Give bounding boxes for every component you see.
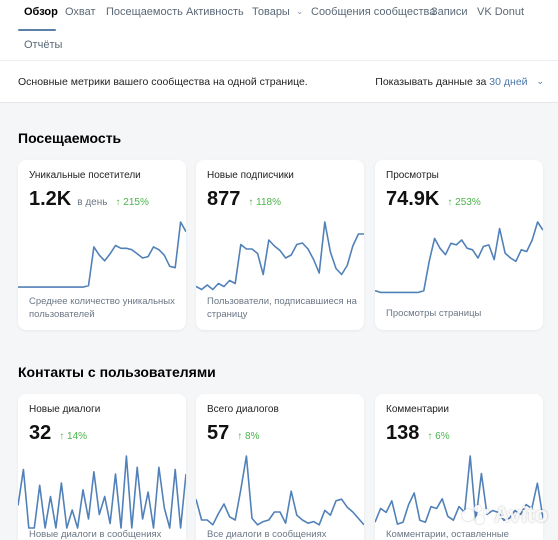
page-subtitle: Основные метрики вашего сообщества на од… — [18, 76, 308, 88]
metric-value: 877 — [207, 188, 241, 210]
metric-row: 877 ↑ 118% — [207, 188, 281, 211]
arrow-up-icon: ↑ — [115, 197, 121, 208]
metric-delta: ↑ 6% — [427, 431, 449, 442]
chevron-down-icon: ⌄ — [295, 6, 304, 16]
card-description: Комментарии, оставленные — [386, 529, 509, 540]
tab-products[interactable]: Товары ⌄ — [252, 6, 303, 18]
metric-delta: ↑ 118% — [248, 197, 281, 208]
avito-logo-icon — [461, 505, 490, 525]
arrow-up-icon: ↑ — [59, 431, 65, 442]
stats-header: Обзор Охват Посещаемость Активность Това… — [0, 0, 558, 103]
tab-activity[interactable]: Активность — [186, 6, 244, 18]
tabs-bar: Обзор Охват Посещаемость Активность Това… — [0, 0, 558, 32]
tab-products-label: Товары — [252, 6, 290, 18]
metric-delta-value: 215% — [123, 197, 149, 208]
section-title-contacts: Контакты с пользователями — [18, 364, 216, 380]
sparkline-chart — [196, 221, 364, 291]
metric-delta-value: 6% — [435, 431, 450, 442]
tab-visits[interactable]: Посещаемость — [106, 6, 183, 18]
tab-overview[interactable]: Обзор — [24, 6, 58, 18]
metric-value: 138 — [386, 422, 420, 444]
sparkline-chart — [18, 221, 186, 288]
metric-row: 138 ↑ 6% — [386, 422, 450, 445]
active-tab-indicator — [18, 29, 56, 31]
metric-delta-value: 253% — [455, 197, 481, 208]
arrow-up-icon: ↑ — [427, 431, 433, 442]
metric-row: 57 ↑ 8% — [207, 422, 259, 445]
card-title: Новые диалоги — [29, 404, 101, 415]
tab-reach[interactable]: Охват — [65, 6, 96, 18]
metric-card-new-dialogs[interactable]: Новые диалоги 32 ↑ 14% Новые диалоги в с… — [18, 394, 186, 540]
metric-row: 1.2K в день ↑ 215% — [29, 188, 149, 211]
sparkline-series-line — [18, 455, 186, 529]
card-description: Все диалоги в сообщениях — [207, 529, 327, 540]
sparkline-series-line — [375, 221, 543, 294]
metric-delta-value: 118% — [256, 197, 281, 208]
avito-watermark: Avito — [461, 502, 548, 528]
sparkline-chart — [18, 455, 186, 529]
metric-delta-value: 8% — [245, 431, 260, 442]
metric-card-total-dialogs[interactable]: Всего диалогов 57 ↑ 8% Все диалоги в соо… — [196, 394, 364, 540]
sparkline-series-line — [196, 455, 364, 526]
metric-card-views[interactable]: Просмотры 74.9K ↑ 253% Просмотры страниц… — [375, 160, 543, 330]
arrow-up-icon: ↑ — [237, 431, 243, 442]
chevron-down-icon: ⌄ — [536, 76, 544, 86]
metric-delta: ↑ 8% — [237, 431, 259, 442]
tab-reports[interactable]: Отчёты — [24, 39, 63, 51]
section-title-visits: Посещаемость — [18, 130, 122, 146]
sparkline-series-line — [18, 221, 186, 288]
metric-card-comments[interactable]: Комментарии 138 ↑ 6% Комментарии, оставл… — [375, 394, 543, 540]
card-title: Просмотры — [386, 170, 439, 181]
metric-delta: ↑ 14% — [59, 431, 87, 442]
metric-unit: в день — [77, 197, 108, 208]
tab-community-messages[interactable]: Сообщения сообщества — [311, 6, 436, 18]
metric-row: 32 ↑ 14% — [29, 422, 87, 445]
card-title: Комментарии — [386, 404, 449, 415]
metric-value: 57 — [207, 422, 230, 444]
card-title: Уникальные посетители — [29, 170, 141, 181]
card-description: Новые диалоги в сообщениях — [29, 529, 162, 540]
watermark-text: Avito — [493, 502, 548, 527]
metric-value: 74.9K — [386, 188, 440, 210]
card-title: Новые подписчики — [207, 170, 294, 181]
metric-delta: ↑ 253% — [447, 197, 480, 208]
arrow-up-icon: ↑ — [447, 197, 453, 208]
card-description: Пользователи, подписавшиеся на страницу — [207, 296, 357, 320]
arrow-up-icon: ↑ — [248, 197, 254, 208]
metric-value: 1.2K — [29, 188, 72, 210]
period-selector[interactable]: Показывать данные за 30 дней ⌄ — [375, 76, 544, 88]
metric-row: 74.9K ↑ 253% — [386, 188, 481, 211]
metric-card-unique-visitors[interactable]: Уникальные посетители 1.2K в день ↑ 215%… — [18, 160, 186, 330]
sparkline-series-line — [196, 221, 364, 291]
tab-vk-donut[interactable]: VK Donut — [477, 6, 525, 18]
metric-delta-value: 14% — [67, 431, 88, 442]
card-title: Всего диалогов — [207, 404, 279, 415]
sparkline-chart — [196, 455, 364, 526]
tab-posts[interactable]: Записи — [431, 6, 468, 18]
sparkline-series-line — [375, 455, 543, 525]
period-prefix: Показывать данные за — [375, 76, 487, 88]
period-value: 30 дней — [489, 76, 528, 88]
metric-delta: ↑ 215% — [115, 197, 148, 208]
card-description: Среднее количество уникальных пользовате… — [29, 296, 175, 320]
sparkline-chart — [375, 221, 543, 294]
metric-card-new-subscribers[interactable]: Новые подписчики 877 ↑ 118% Пользователи… — [196, 160, 364, 330]
sparkline-chart — [375, 455, 543, 525]
header-divider — [0, 60, 558, 61]
card-description: Просмотры страницы — [386, 308, 482, 319]
metric-value: 32 — [29, 422, 52, 444]
